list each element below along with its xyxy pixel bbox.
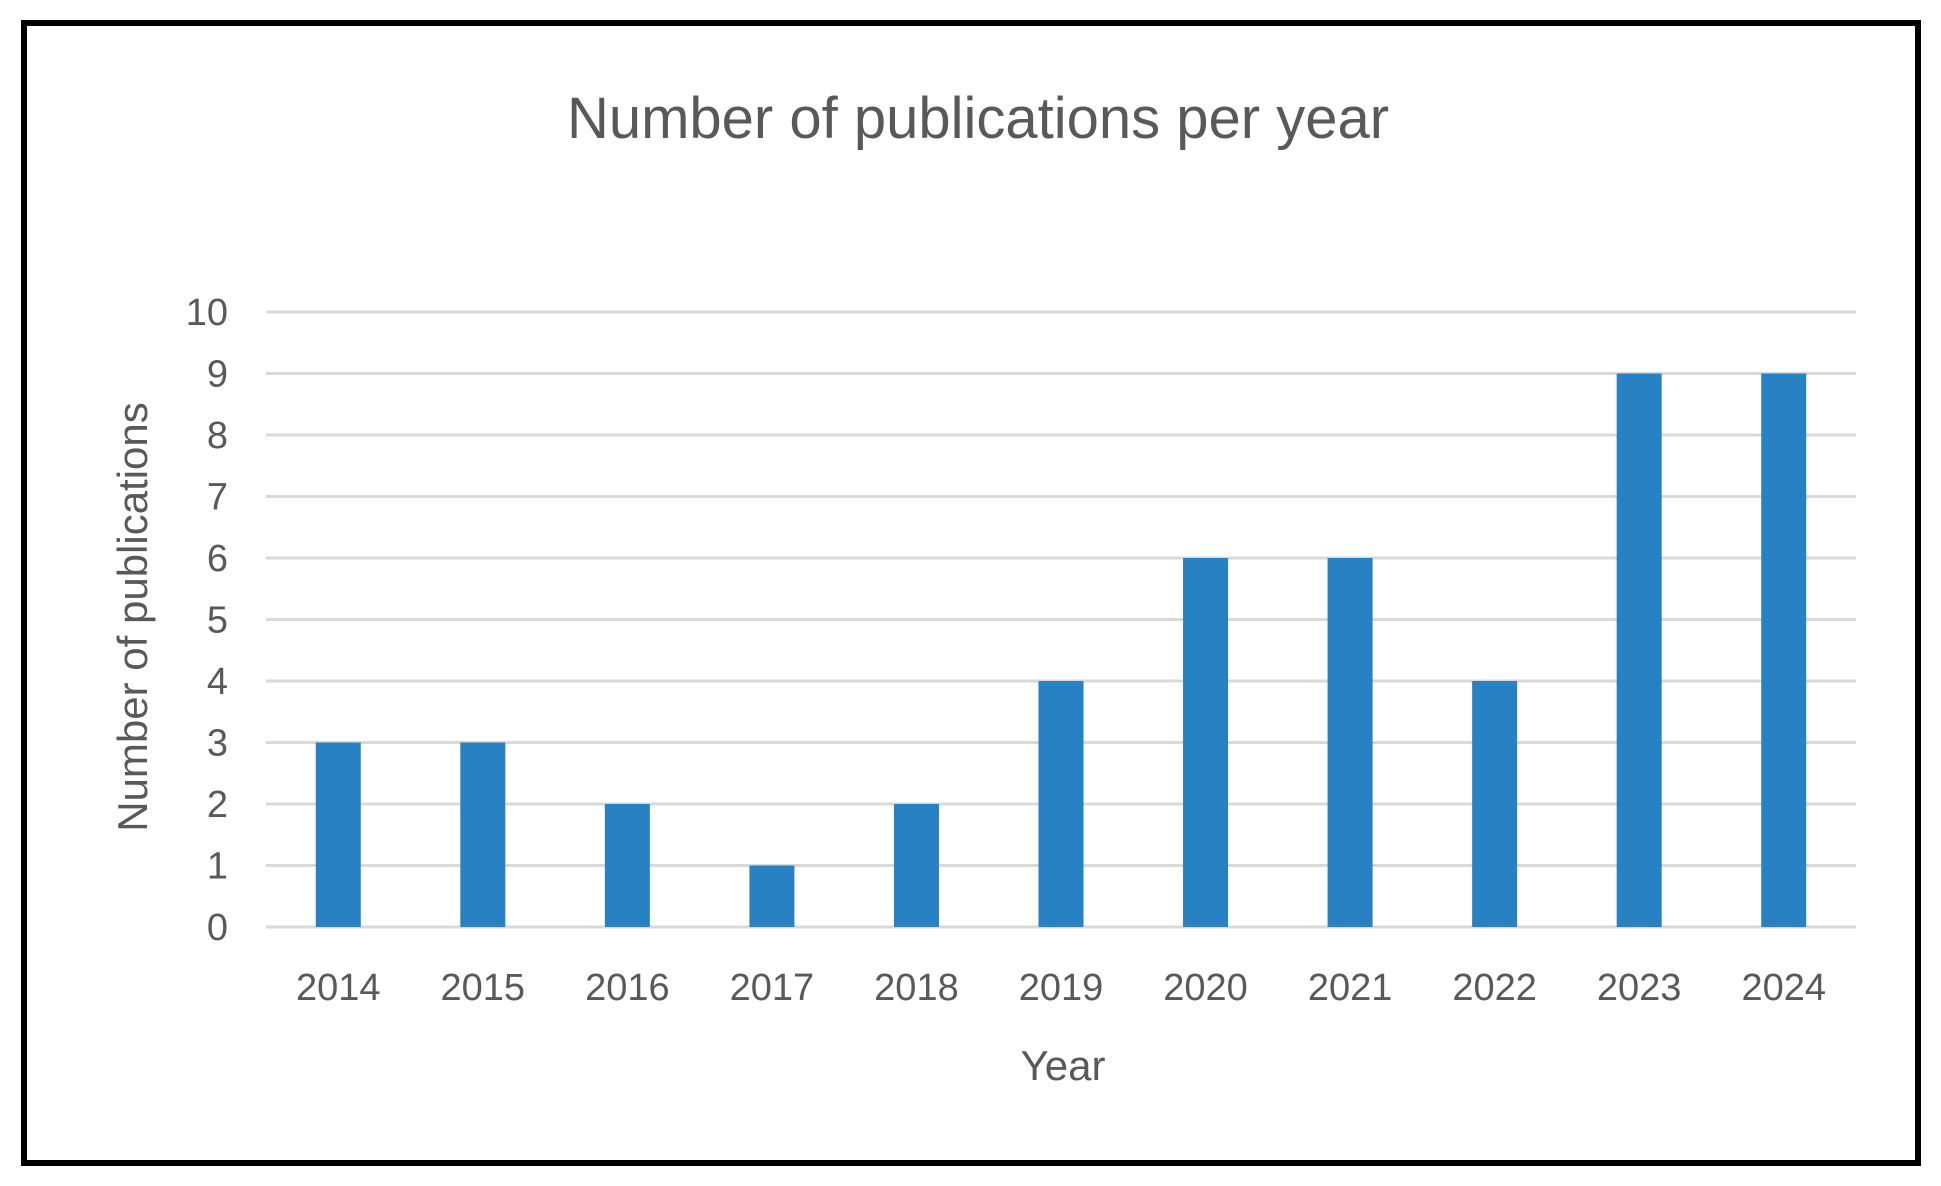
bar-2019: [1038, 681, 1084, 927]
y-tick-label: 2: [207, 784, 228, 826]
x-tick-label: 2016: [585, 967, 670, 1009]
chart-title: Number of publications per year: [567, 86, 1389, 151]
bar-2017: [749, 865, 795, 927]
x-tick-label: 2021: [1308, 967, 1393, 1009]
bar-2016: [604, 804, 650, 927]
y-tick-label: 10: [186, 292, 228, 334]
bar-2024: [1761, 373, 1807, 927]
bar-2021: [1327, 558, 1373, 927]
y-tick-label: 3: [207, 723, 228, 765]
x-tick-label: 2020: [1163, 967, 1248, 1009]
bar-2014: [315, 742, 361, 927]
x-tick-label: 2024: [1741, 967, 1826, 1009]
y-tick-label: 4: [207, 661, 228, 703]
bar-2023: [1616, 373, 1662, 927]
y-tick-label: 9: [207, 354, 228, 396]
bars: [315, 373, 1807, 927]
x-tick-label: 2015: [441, 967, 526, 1009]
bar-2015: [460, 742, 506, 927]
y-tick-label: 8: [207, 415, 228, 457]
x-tick-label: 2022: [1452, 967, 1537, 1009]
y-axis-title: Number of publications: [109, 402, 156, 832]
chart-border: [21, 20, 1921, 1166]
y-tick-label: 1: [207, 846, 228, 888]
x-tick-label: 2018: [874, 967, 959, 1009]
y-tick-labels: 0 1 2 3 4 5 6 7 8 9 10: [186, 292, 228, 949]
y-tick-label: 5: [207, 600, 228, 642]
y-tick-label: 7: [207, 477, 228, 519]
bar-2022: [1472, 681, 1518, 927]
gridlines: [266, 310, 1856, 929]
x-tick-label: 2014: [296, 967, 381, 1009]
x-axis-title: Year: [1021, 1042, 1106, 1089]
x-tick-label: 2017: [730, 967, 815, 1009]
x-tick-label: 2019: [1019, 967, 1104, 1009]
bar-2020: [1183, 558, 1229, 927]
y-tick-label: 6: [207, 538, 228, 580]
bar-2018: [893, 804, 939, 927]
x-tick-labels: 2014 2015 2016 2017 2018 2019 2020 2021 2022 2023…: [296, 967, 1826, 1009]
x-tick-label: 2023: [1597, 967, 1682, 1009]
y-tick-label: 0: [207, 907, 228, 949]
